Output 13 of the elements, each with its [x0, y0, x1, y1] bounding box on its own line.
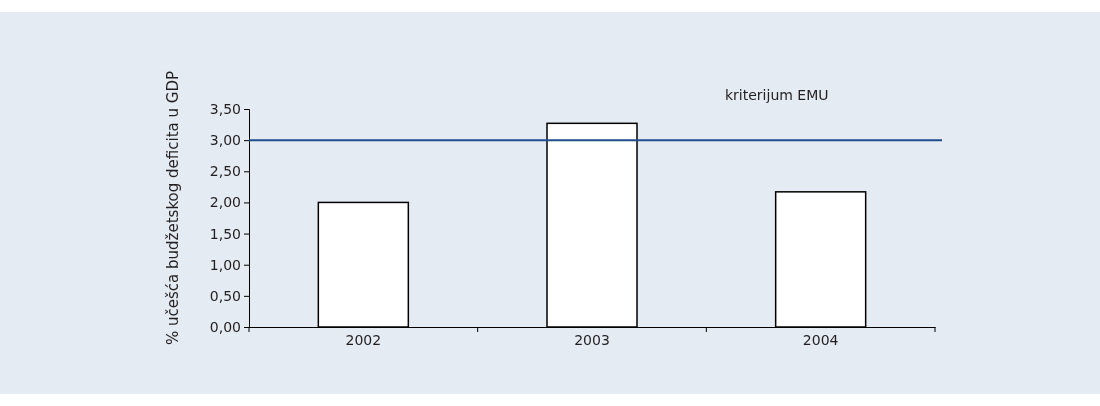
y-tick-label: 3,00: [209, 132, 241, 149]
y-tick-label: 1,50: [209, 225, 241, 242]
ref-line-label: kriterijum EMU: [725, 87, 829, 104]
y-tick-label: 0,50: [209, 287, 241, 304]
x-tick-label: 2004: [802, 331, 839, 348]
y-axis-title: % učešća budžetskog deficita u GDP: [164, 71, 182, 345]
y-tick-label: 2,00: [209, 194, 241, 211]
y-tick-label: 1,00: [209, 256, 241, 273]
x-tick-label: 2002: [345, 331, 382, 348]
y-tick-label: 0,00: [209, 318, 241, 335]
x-tick-label: 2003: [574, 331, 610, 348]
y-tick-label: 3,50: [209, 100, 241, 117]
y-tick-label: 2,50: [209, 163, 241, 180]
